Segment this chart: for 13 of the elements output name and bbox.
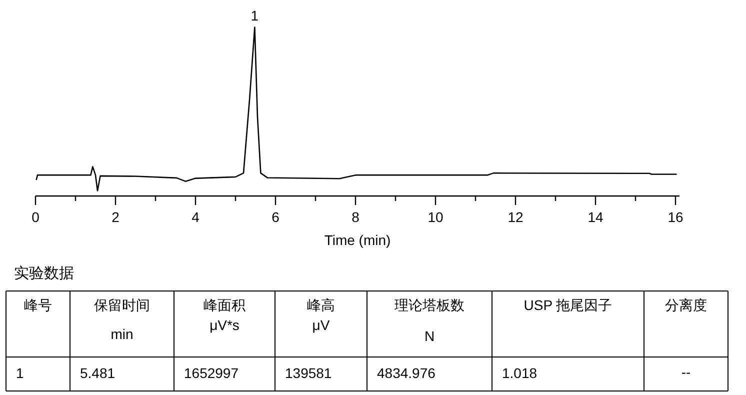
x-tick-label: 2 [112, 209, 120, 225]
x-tick-label: 14 [588, 209, 604, 225]
x-tick-label: 10 [428, 209, 444, 225]
text: 实验数据 [14, 265, 74, 282]
x-tick-label: 6 [272, 209, 280, 225]
x-tick-label: 4 [192, 209, 200, 225]
table: 峰号 保留时间 峰面积 峰高 理论塔板数 USP 拖尾因子 分离度 min μV*s μV N 1 5.481 1652997 139581 4834.976 1.018 -- [6, 290, 728, 392]
x-tick-label: 0 [32, 209, 40, 225]
x-axis-title: Time (min) [324, 232, 391, 248]
x-tick-label: 8 [352, 209, 360, 225]
annotation: 1 [250, 7, 259, 24]
x-tick-label: 12 [508, 209, 524, 225]
x-tick-label: 16 [668, 209, 684, 225]
